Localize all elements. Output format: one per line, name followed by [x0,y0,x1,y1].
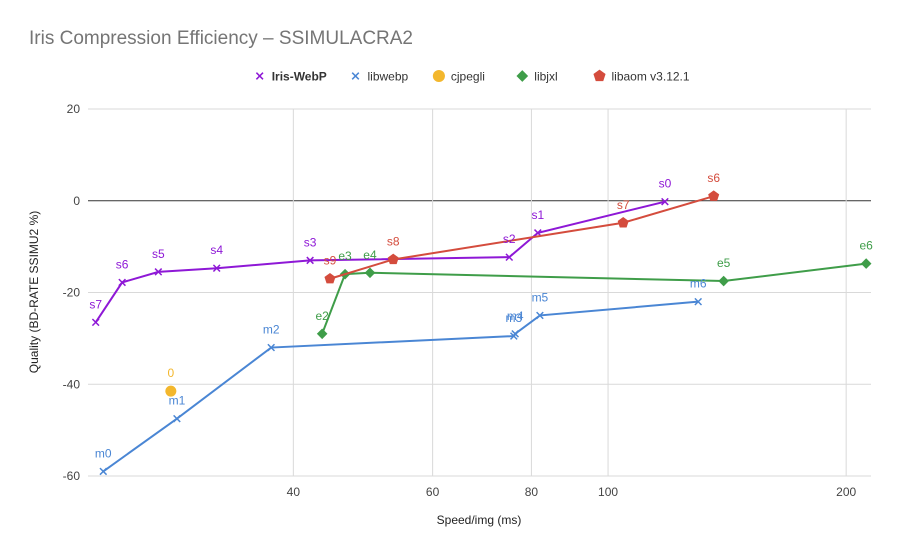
point-label-iris-webp-s7: s7 [89,297,102,311]
series-line-libwebp [102,300,699,473]
legend-marker-libwebp [351,72,360,80]
point-label-libjxl-e4: e4 [363,248,377,262]
grid [88,108,871,477]
legend-item-libwebp: libwebp [351,70,409,84]
legend-marker-cjpegli [432,69,445,83]
point-libwebp-m0 [99,467,108,476]
legend-label-libjxl: libjxl [534,70,557,84]
legend-label-cjpegli: cjpegli [451,70,485,84]
legend-label-libaom-v3-12-1: libaom v3.12.1 [612,70,690,84]
point-iris-webp-s2 [505,253,514,262]
point-label-iris-webp-s6: s6 [116,257,129,271]
point-label-libaom-v3-12-1-s8: s8 [387,234,400,248]
legend-marker-iris-webp [255,72,264,80]
point-label-libwebp-m2: m2 [263,323,280,337]
series-iris-webp [91,197,669,327]
y-tick-label: 20 [67,102,81,116]
series-line-libaom-v3-12-1 [329,195,714,280]
point-label-libjxl-e5: e5 [717,256,731,270]
point-label-libwebp-m3: m3 [505,311,522,325]
y-tick-label: 0 [73,194,80,208]
point-libaom-v3-12-1-s9 [324,272,336,284]
y-tick-label: -40 [63,377,81,391]
point-libaom-v3-12-1-s8 [387,253,399,265]
point-libwebp-m6 [694,297,703,306]
point-iris-webp-s0 [661,197,669,206]
y-axis-title: Quality (BD-RATE SSIMU2 %) [27,211,41,373]
point-libwebp-m5 [536,311,544,320]
y-tick-label: -60 [63,469,81,483]
point-libjxl-e6 [860,258,872,269]
series-libjxl [316,258,872,340]
legend-item-libaom-v3-12-1: libaom v3.12.1 [593,69,690,84]
point-libaom-v3-12-1-s6 [708,190,720,201]
point-iris-webp-s6 [118,278,126,287]
point-label-libaom-v3-12-1-s7: s7 [617,198,630,212]
point-libjxl-e4 [364,267,376,279]
legend-marker-libjxl [516,70,529,82]
point-iris-webp-s4 [212,264,221,273]
legend-label-iris-webp: Iris-WebP [272,70,327,84]
point-label-iris-webp-s2: s2 [503,232,516,246]
point-label-iris-webp-s3: s3 [304,235,317,249]
legend-label-libwebp: libwebp [368,70,409,84]
legend-item-cjpegli: cjpegli [432,69,485,84]
y-tick-label: -20 [63,286,81,300]
point-label-iris-webp-s4: s4 [210,243,223,257]
point-libjxl-e2 [316,328,328,340]
x-tick-label: 80 [525,485,539,499]
point-libwebp-m1 [173,414,181,423]
point-label-iris-webp-s0: s0 [659,177,672,191]
point-label-libjxl-e6: e6 [859,239,873,253]
point-libjxl-e5 [718,275,729,287]
point-label-libwebp-m0: m0 [95,446,112,460]
point-label-libaom-v3-12-1-s6: s6 [707,171,720,185]
legend: Iris-WebP libwebp cjpegli libjxl libaom v3.1… [255,69,690,84]
series-layer [91,190,872,476]
point-libwebp-m2 [267,343,276,352]
point-iris-webp-s7 [91,318,100,327]
point-iris-webp-s5 [154,268,163,276]
series-line-libjxl [321,262,867,335]
x-tick-label: 60 [426,485,440,499]
point-label-libaom-v3-12-1-s9: s9 [324,254,337,268]
chart-title: Iris Compression Efficiency – SSIMULACRA… [29,28,413,49]
series-cjpegli [165,385,177,397]
x-tick-label: 100 [598,485,618,499]
point-label-libjxl-e2: e2 [315,309,329,323]
point-label-libwebp-m1: m1 [169,394,186,408]
point-cjpegli-0 [165,385,177,397]
series-libaom-v3-12-1 [324,190,720,284]
x-tick-label: 200 [836,485,856,499]
point-libaom-v3-12-1-s7 [617,216,629,228]
point-iris-webp-s3 [306,256,314,265]
point-label-iris-webp-s1: s1 [531,208,544,222]
point-label-cjpegli-0: 0 [167,366,174,380]
point-libwebp-m4 [511,329,519,338]
series-libwebp [99,297,703,476]
x-axis-title: Speed/img (ms) [437,513,522,527]
point-label-libwebp-m5: m5 [532,290,549,304]
series-line-iris-webp [94,200,666,323]
x-tick-label: 40 [287,485,301,499]
legend-marker-libaom-v3-12-1 [593,69,606,82]
point-label-libwebp-m6: m6 [690,277,707,291]
point-label-libwebp-m4: m4 [507,309,524,323]
point-label-libjxl-e3: e3 [338,249,352,263]
point-label-iris-webp-s5: s5 [152,247,165,261]
legend-item-libjxl: libjxl [516,70,558,84]
legend-item-iris-webp: Iris-WebP [255,70,327,84]
